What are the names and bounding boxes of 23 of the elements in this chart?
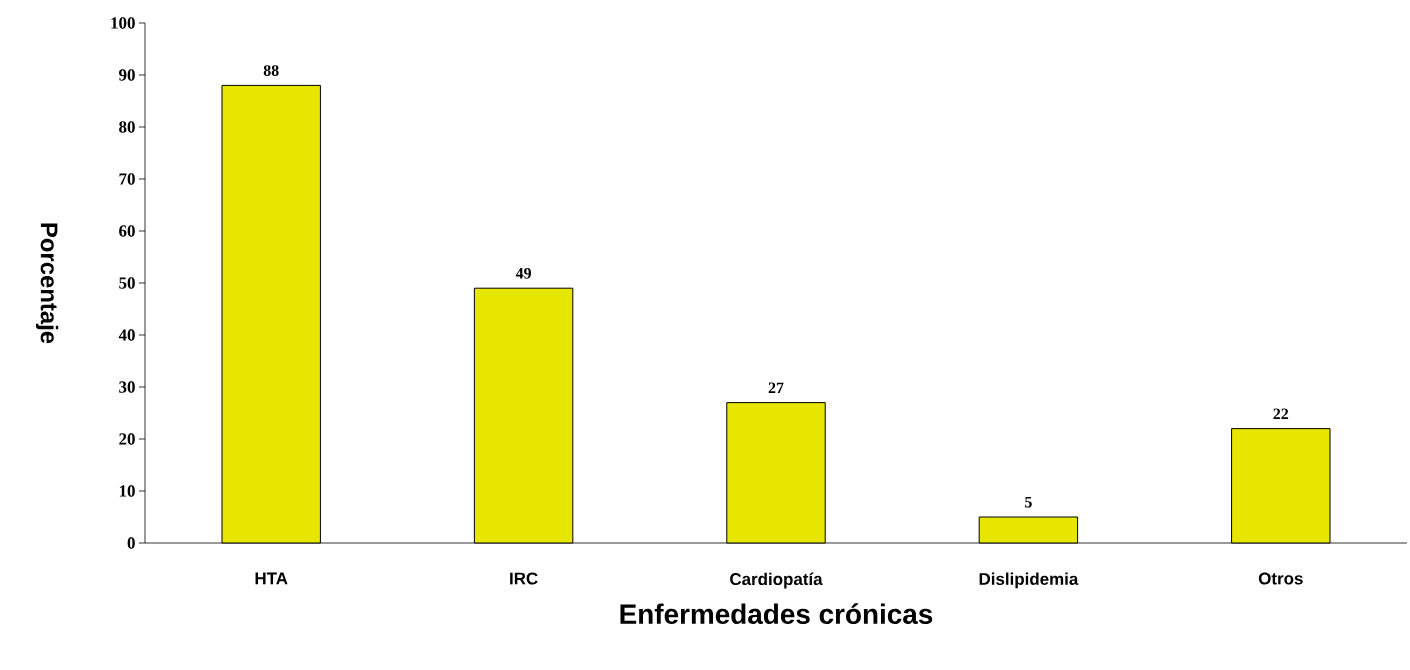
data-label: 22	[1273, 408, 1289, 420]
y-tick-label: 10	[119, 485, 135, 497]
data-label: 5	[1025, 496, 1032, 508]
x-tick-label: HTA	[255, 572, 288, 585]
x-axis-title: Enfermedades crónicas	[620, 603, 933, 625]
x-tick-label: Dislipidemia	[979, 572, 1079, 589]
y-tick-label: 100	[111, 17, 135, 29]
data-label: 27	[768, 382, 784, 394]
y-tick-label: 80	[119, 121, 135, 133]
y-tick-label: 70	[119, 173, 135, 185]
x-tick-label: IRC	[510, 572, 538, 585]
y-tick-label: 90	[119, 69, 135, 81]
x-tick-label: Otros	[1258, 572, 1303, 585]
x-tick-label: Cardiopatía	[730, 572, 823, 589]
y-tick-label: 60	[119, 225, 135, 237]
y-tick-label: 40	[118, 329, 135, 341]
data-label: 49	[515, 267, 531, 279]
data-label: 88	[263, 65, 279, 76]
y-tick-label: 0	[127, 537, 135, 549]
y-tick-label: 20	[119, 433, 135, 445]
y-tick-label: 50	[119, 277, 135, 289]
y-axis-title: Porcentaje	[35, 223, 59, 344]
y-tick-label: 30	[119, 381, 135, 393]
